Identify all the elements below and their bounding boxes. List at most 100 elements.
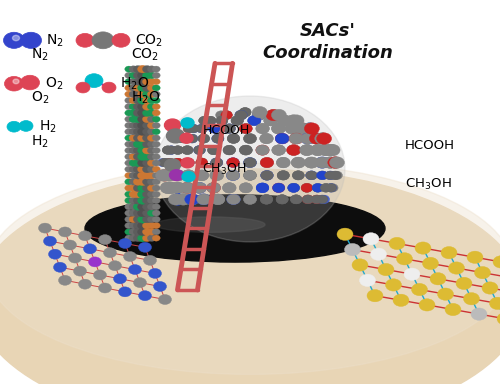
Circle shape (178, 134, 189, 143)
Circle shape (286, 145, 300, 156)
Circle shape (275, 133, 289, 144)
Circle shape (286, 115, 301, 126)
Circle shape (112, 33, 130, 47)
Circle shape (142, 166, 152, 173)
Circle shape (180, 182, 194, 194)
Text: H$_2$O: H$_2$O (120, 76, 150, 92)
Circle shape (129, 153, 138, 160)
Circle shape (158, 158, 168, 167)
Circle shape (157, 170, 172, 181)
Circle shape (183, 124, 194, 133)
Circle shape (210, 158, 223, 167)
Circle shape (310, 144, 325, 156)
Circle shape (138, 184, 147, 192)
Circle shape (148, 122, 156, 129)
Circle shape (226, 170, 239, 180)
Circle shape (276, 195, 288, 204)
Circle shape (133, 78, 142, 85)
Circle shape (260, 133, 273, 144)
Circle shape (182, 170, 196, 181)
Circle shape (152, 97, 160, 103)
Circle shape (223, 145, 235, 155)
Circle shape (196, 158, 207, 167)
Circle shape (216, 116, 228, 125)
Circle shape (170, 194, 185, 205)
Circle shape (386, 279, 402, 291)
Circle shape (133, 172, 142, 179)
Circle shape (94, 270, 106, 280)
Circle shape (196, 124, 207, 133)
Circle shape (182, 170, 196, 181)
Circle shape (210, 158, 223, 167)
Circle shape (312, 184, 324, 192)
Circle shape (102, 82, 116, 93)
Circle shape (246, 28, 298, 68)
Circle shape (311, 195, 322, 204)
Circle shape (194, 170, 208, 181)
Circle shape (172, 134, 184, 143)
Circle shape (142, 216, 152, 223)
Circle shape (133, 235, 142, 242)
Circle shape (133, 103, 142, 110)
Circle shape (244, 157, 256, 167)
Circle shape (330, 171, 341, 180)
Circle shape (227, 134, 240, 143)
Circle shape (142, 66, 152, 73)
Circle shape (256, 145, 269, 155)
Circle shape (415, 242, 431, 254)
Circle shape (240, 183, 252, 193)
Circle shape (325, 171, 336, 180)
Circle shape (138, 128, 147, 136)
Circle shape (124, 147, 132, 154)
Circle shape (188, 124, 199, 133)
Circle shape (252, 110, 266, 120)
Circle shape (441, 247, 457, 259)
Circle shape (128, 265, 141, 275)
Circle shape (256, 123, 270, 134)
Circle shape (227, 194, 240, 205)
Circle shape (108, 261, 122, 271)
Circle shape (124, 72, 132, 78)
Circle shape (148, 78, 156, 85)
Circle shape (304, 157, 318, 168)
Circle shape (138, 141, 147, 148)
Circle shape (148, 128, 156, 135)
Circle shape (292, 157, 306, 168)
Circle shape (138, 71, 147, 79)
Circle shape (134, 278, 146, 288)
Circle shape (326, 184, 336, 192)
Circle shape (226, 170, 239, 180)
Circle shape (124, 91, 132, 97)
Circle shape (170, 170, 185, 181)
Text: CH$_3$OH: CH$_3$OH (202, 161, 246, 177)
Text: H$_2$: H$_2$ (39, 119, 57, 135)
Circle shape (124, 185, 132, 191)
Circle shape (312, 184, 324, 192)
Circle shape (288, 183, 300, 192)
Circle shape (133, 147, 142, 154)
Circle shape (311, 195, 322, 204)
Circle shape (164, 158, 175, 167)
Circle shape (152, 135, 160, 141)
Circle shape (142, 197, 152, 204)
Circle shape (148, 66, 156, 73)
Circle shape (152, 204, 160, 210)
Circle shape (124, 166, 132, 172)
Circle shape (272, 123, 285, 134)
Circle shape (182, 146, 193, 154)
Circle shape (124, 210, 132, 216)
Circle shape (159, 158, 170, 167)
Circle shape (142, 103, 152, 110)
Circle shape (196, 194, 211, 205)
Circle shape (152, 235, 160, 241)
Circle shape (277, 42, 325, 79)
Circle shape (124, 110, 132, 116)
Circle shape (292, 171, 304, 180)
Circle shape (164, 182, 178, 194)
Circle shape (320, 184, 332, 192)
Circle shape (301, 184, 312, 192)
Circle shape (124, 172, 132, 179)
Circle shape (19, 121, 33, 131)
Circle shape (124, 204, 132, 210)
Circle shape (185, 194, 200, 205)
